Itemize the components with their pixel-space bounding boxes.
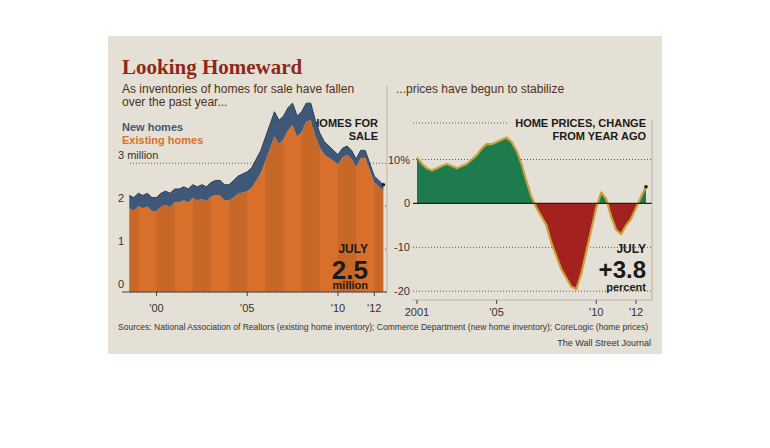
annotation-marker: [644, 185, 648, 189]
y-tick-label: -20: [394, 285, 410, 297]
x-tick: [247, 292, 248, 296]
area-negative: [417, 203, 646, 289]
subtitle: over the past year...: [122, 95, 227, 109]
year-stripe: [122, 86, 138, 292]
y-tick-label: 1: [118, 235, 124, 247]
area-1: [129, 103, 383, 211]
grid-line: [413, 159, 652, 160]
y-range-frame: [387, 86, 388, 292]
year-stripes: [122, 86, 387, 292]
x-tick: [596, 300, 597, 304]
y-tick-label: 0: [404, 197, 410, 209]
prices-chart: ...prices have begun to stabilize HOME PR…: [388, 82, 652, 318]
area-positive: [417, 138, 646, 204]
annotation-value: +3.8: [599, 256, 646, 283]
legend: New homesExisting homes: [122, 121, 203, 146]
annotation-unit: percent: [606, 281, 646, 293]
negative-part: [417, 203, 646, 289]
annotation-unit: million: [333, 279, 369, 291]
x-tick: [337, 292, 338, 296]
y-tick-label: 2: [118, 192, 124, 204]
subtitle: ...prices have begun to stabilize: [396, 82, 564, 96]
x-tick-label: '12: [367, 302, 381, 314]
x-tick-label: 2001: [405, 306, 429, 318]
area-top-line: [129, 103, 383, 197]
chart-label: HOMES FOR: [311, 117, 378, 129]
x-tick-label: '10: [589, 306, 603, 318]
header-rule: [413, 123, 509, 124]
year-stripe: [156, 86, 174, 292]
x-tick-label: '05: [489, 306, 503, 318]
panel-background: [108, 36, 662, 354]
y-range-frame: [652, 120, 653, 300]
x-tick-label: '00: [149, 302, 163, 314]
y-tick-label: -10: [394, 241, 410, 253]
x-axis-line: [122, 292, 387, 293]
figure: Looking Homeward Sources: National Associ…: [0, 0, 770, 448]
y-tick-label: 10%: [388, 154, 410, 166]
annotation-marker: [382, 183, 386, 187]
chart-label: SALE: [349, 130, 378, 142]
plot-area: [417, 138, 646, 289]
x-tick: [496, 300, 497, 304]
zero-line: [413, 203, 652, 204]
positive-part: [417, 138, 646, 204]
legend-entry: New homes: [122, 121, 183, 133]
x-tick: [636, 300, 637, 304]
year-stripe: [374, 86, 387, 292]
x-tick: [416, 300, 417, 304]
source-note: Sources: National Association of Realtor…: [118, 322, 648, 332]
chart-label: FROM YEAR AGO: [552, 130, 646, 142]
y-tick-label: 0: [118, 278, 124, 290]
x-tick-label: '12: [629, 306, 643, 318]
subtitle: As inventories of homes for sale have fa…: [122, 82, 354, 96]
x-tick: [374, 292, 375, 296]
x-range-frame: [413, 300, 652, 301]
price-line: [417, 138, 646, 289]
x-tick-label: '10: [331, 302, 345, 314]
homes-chart: As inventories of homes for sale have fa…: [118, 82, 392, 314]
figure-title: Looking Homeward: [122, 55, 303, 79]
legend-entry: Existing homes: [122, 134, 203, 146]
x-tick-label: '05: [240, 302, 254, 314]
annotation-label: JULY: [338, 242, 368, 256]
x-tick: [156, 292, 157, 296]
annotation-label: JULY: [616, 242, 646, 256]
credit: The Wall Street Journal: [557, 338, 651, 348]
chart-label: HOME PRICES, CHANGE: [515, 117, 646, 129]
plot-area: [122, 86, 387, 292]
y-tick-label: 3 million: [118, 149, 158, 161]
